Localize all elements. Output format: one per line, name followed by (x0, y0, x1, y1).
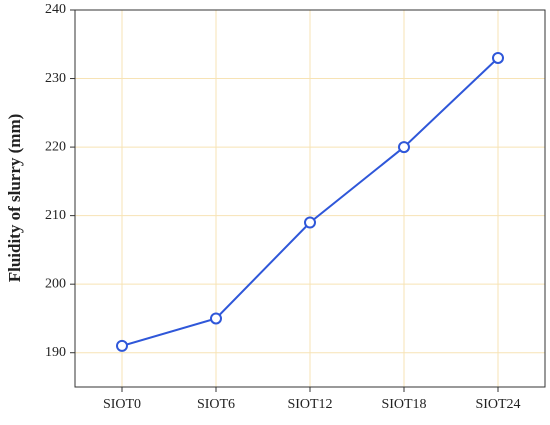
y-tick-label: 190 (45, 345, 66, 360)
marker (492, 51, 504, 64)
marker (210, 312, 222, 325)
plot-frame (74, 9, 546, 388)
y-tick-label: 200 (45, 276, 66, 291)
x-tick-label: SIOT18 (381, 397, 426, 412)
x-tick-label: SIOT6 (197, 397, 235, 412)
marker (304, 216, 316, 229)
x-tick-label: SIOT0 (103, 397, 141, 412)
y-axis-label: Fluidity of slurry (mm) (5, 114, 24, 283)
y-tick-label: 210 (45, 208, 66, 223)
y-tick-label: 220 (45, 139, 66, 154)
marker (398, 141, 410, 154)
x-tick-label: SIOT12 (287, 397, 332, 412)
y-tick-label: 230 (45, 71, 66, 86)
x-tick-label: SIOT24 (475, 397, 520, 412)
marker (116, 339, 128, 352)
y-tick-label: 240 (45, 2, 66, 17)
